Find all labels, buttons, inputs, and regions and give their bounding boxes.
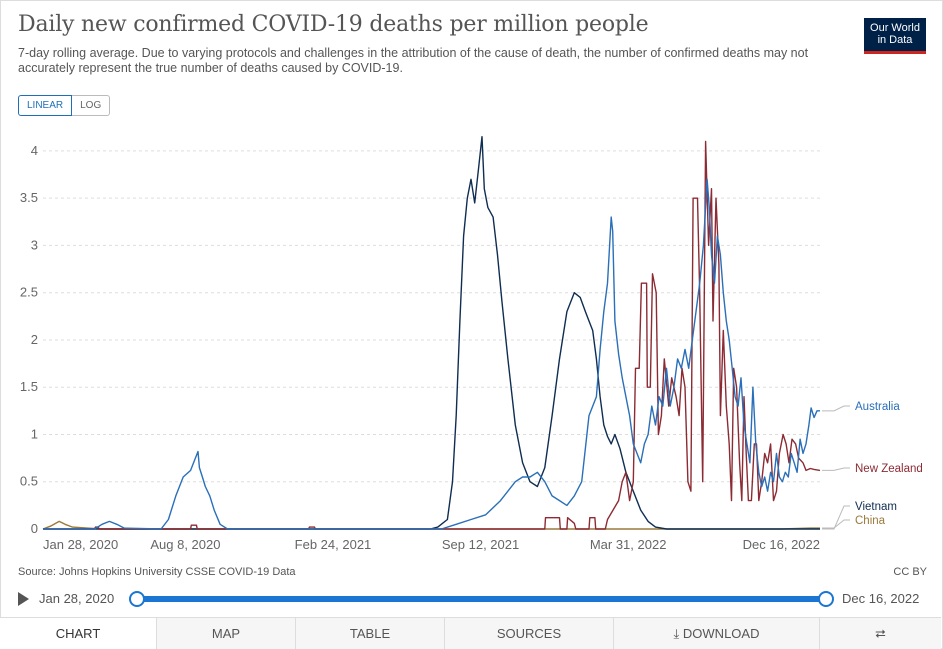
y-tick-label: 4 xyxy=(31,143,38,158)
timeline-end-label: Dec 16, 2022 xyxy=(842,591,920,606)
series-label-vietnam[interactable]: Vietnam xyxy=(855,501,897,513)
timeline-end-handle[interactable] xyxy=(818,591,834,607)
download-icon: ⤓ xyxy=(673,626,680,641)
owid-logo[interactable]: Our World in Data xyxy=(864,18,926,54)
series-label-new-zealand[interactable]: New Zealand xyxy=(855,463,923,475)
series-label-australia[interactable]: Australia xyxy=(855,401,900,413)
label-connector xyxy=(822,467,850,471)
timeline-start-label: Jan 28, 2020 xyxy=(39,591,115,606)
chart-subtitle: 7-day rolling average. Due to varying pr… xyxy=(18,46,809,75)
series-label-china[interactable]: China xyxy=(855,515,886,527)
x-tick-label: Feb 24, 2021 xyxy=(295,537,372,552)
share-button[interactable]: ⮂ xyxy=(820,618,941,649)
tab-sources[interactable]: SOURCES xyxy=(445,618,614,649)
series-line-china[interactable] xyxy=(42,520,820,530)
tab-table[interactable]: TABLE xyxy=(296,618,445,649)
line-chart: 0 0.5 1 1.5 2 2.5 3 3.5 4 Jan 28, 2020 Aug 8, 2020… xyxy=(20,136,923,552)
source-note[interactable]: Source: Johns Hopkins University CSSE CO… xyxy=(18,566,296,578)
logo-line-1: Our World xyxy=(870,22,920,34)
x-tick-label: Jan 28, 2020 xyxy=(43,537,118,552)
label-connector xyxy=(822,519,850,529)
share-icon: ⮂ xyxy=(875,626,886,641)
license-link[interactable]: CC BY xyxy=(893,566,927,578)
label-connector xyxy=(822,505,850,530)
y-tick-label: 2.5 xyxy=(20,285,38,300)
y-tick-label: 3.5 xyxy=(20,190,38,205)
x-tick-label: Dec 16, 2022 xyxy=(743,537,820,552)
y-tick-label: 1 xyxy=(31,426,38,441)
y-tick-label: 1.5 xyxy=(20,379,38,394)
tab-bar: CHART MAP TABLE SOURCES ⤓ DOWNLOAD ⮂ xyxy=(0,617,941,649)
play-icon[interactable] xyxy=(18,592,29,606)
logo-line-2: in Data xyxy=(877,34,913,46)
scale-toggle: LINEAR LOG xyxy=(18,95,111,116)
tab-map[interactable]: MAP xyxy=(157,618,296,649)
tab-download-label: DOWNLOAD xyxy=(682,626,760,641)
timeline-start-handle[interactable] xyxy=(129,591,145,607)
linear-scale-button[interactable]: LINEAR xyxy=(18,95,73,116)
log-scale-button[interactable]: LOG xyxy=(72,95,111,116)
y-tick-label: 0.5 xyxy=(20,474,38,489)
x-tick-label: Sep 12, 2021 xyxy=(442,537,519,552)
tab-chart[interactable]: CHART xyxy=(0,618,157,649)
timeline-track[interactable] xyxy=(136,596,826,602)
timeline: Jan 28, 2020 Dec 16, 2022 xyxy=(0,588,943,612)
x-tick-label: Aug 8, 2020 xyxy=(150,537,220,552)
y-tick-label: 0 xyxy=(31,521,38,536)
label-connector xyxy=(822,405,850,412)
y-tick-label: 2 xyxy=(31,332,38,347)
y-tick-label: 3 xyxy=(31,237,38,252)
x-tick-label: Mar 31, 2022 xyxy=(590,537,667,552)
chart-title: Daily new confirmed COVID-19 deaths per … xyxy=(18,12,649,37)
series-line-australia[interactable] xyxy=(43,178,820,530)
series-line-new-zealand[interactable] xyxy=(43,140,821,530)
tab-download[interactable]: ⤓ DOWNLOAD xyxy=(614,618,820,649)
